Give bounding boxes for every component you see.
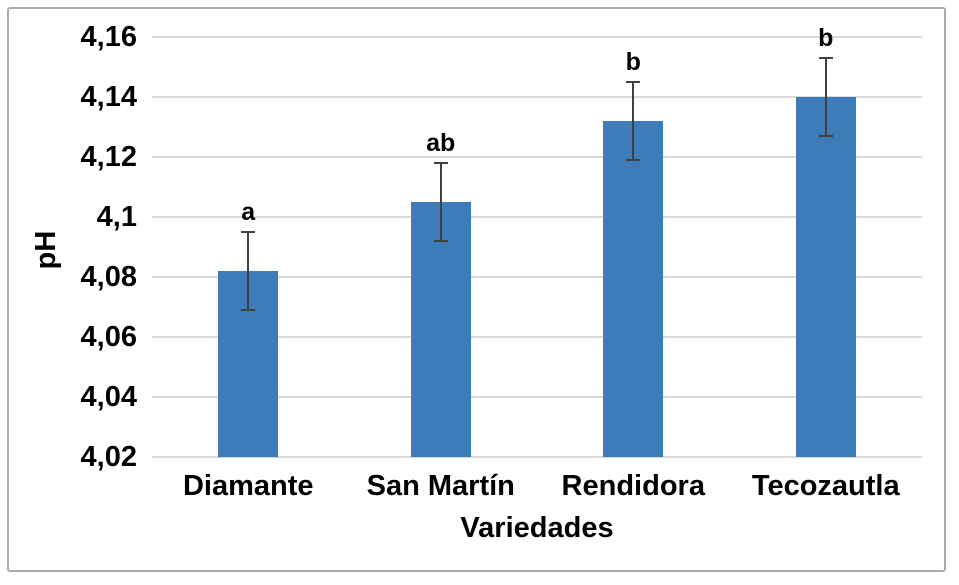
gridline: [152, 96, 922, 98]
x-category-label: San Martín: [366, 470, 515, 502]
error-bar-cap: [433, 162, 448, 164]
error-bar-cap: [433, 240, 448, 242]
gridline: [152, 336, 922, 338]
significance-letter: a: [241, 198, 256, 226]
bar: [410, 202, 471, 457]
y-tick-label: 4,16: [80, 21, 137, 53]
error-bar-cap: [818, 135, 833, 137]
x-axis-title: Variedades: [460, 512, 614, 544]
y-tick-label: 4,04: [80, 381, 137, 413]
gridline: [152, 396, 922, 398]
gridline: [152, 36, 922, 38]
x-category-label: Rendidora: [561, 470, 705, 502]
y-tick-label: 4,08: [80, 261, 137, 293]
significance-letter: ab: [426, 129, 456, 157]
error-bar-cap: [241, 231, 256, 233]
y-tick-label: 4,12: [80, 141, 137, 173]
error-bar: [439, 163, 442, 241]
bar: [795, 97, 856, 457]
error-bar-cap: [818, 57, 833, 59]
gridline: [152, 456, 922, 458]
error-bar: [247, 232, 250, 310]
error-bar-cap: [241, 309, 256, 311]
y-tick-label: 4,06: [80, 321, 137, 353]
x-category-label: Tecozautla: [751, 470, 900, 502]
significance-letter: b: [625, 48, 641, 76]
x-category-label: Diamante: [182, 470, 314, 502]
gridline: [152, 216, 922, 218]
y-tick-label: 4,14: [80, 81, 137, 113]
gridline: [152, 276, 922, 278]
error-bar-cap: [626, 81, 641, 83]
error-bar: [632, 82, 635, 160]
plot-area: 4,16 4,14 4,12 4,1 4,08 4,06 4,04 4,02 a Diamante…: [81, 21, 922, 502]
gridline: [152, 156, 922, 158]
y-tick-label: 4,02: [80, 441, 137, 473]
significance-letter: b: [818, 24, 834, 52]
bar: [603, 121, 664, 457]
error-bar-cap: [626, 159, 641, 161]
error-bar: [824, 58, 827, 136]
y-tick-label: 4,1: [96, 201, 137, 233]
